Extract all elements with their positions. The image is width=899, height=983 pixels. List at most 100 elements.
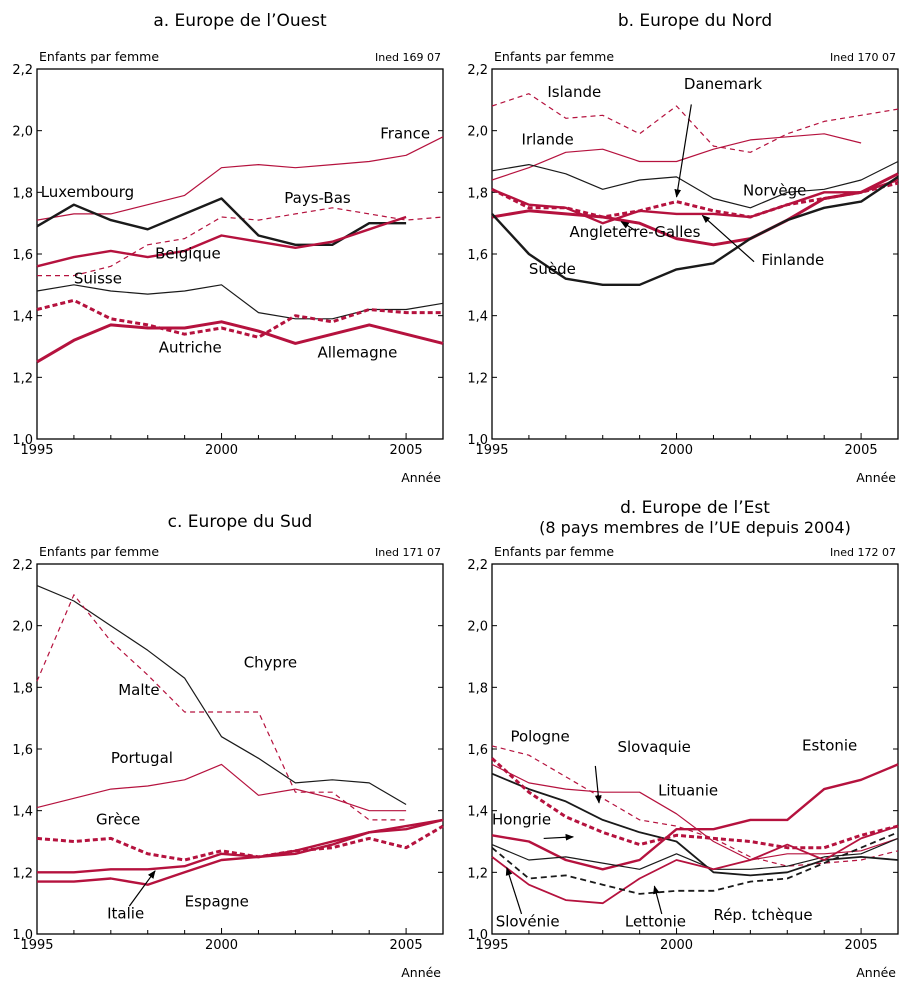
series-line-chypre	[36, 585, 407, 806]
series-line-malte	[36, 594, 407, 821]
x-tick-label: 2000	[205, 443, 238, 458]
annotation-arrow	[594, 765, 602, 804]
y-tick-label: 1,4	[12, 310, 33, 325]
series-label-luxembourg: Luxembourg	[41, 183, 135, 201]
annotation-arrow	[128, 870, 156, 907]
annotation-arrow	[653, 885, 663, 915]
x-tick-label: 1995	[475, 938, 508, 953]
y-tick-label: 1,8	[467, 186, 488, 201]
series-line-grece	[36, 824, 444, 862]
y-tick-label: 2,2	[467, 558, 488, 573]
x-tick-label: 2005	[390, 443, 423, 458]
series-label-finlande: Finlande	[761, 251, 824, 269]
series-line-italie	[37, 818, 444, 874]
x-tick-label: 1995	[20, 443, 53, 458]
source-code: Ined 171 07	[375, 546, 441, 559]
y-axis-label: Enfants par femme	[39, 544, 159, 559]
x-tick-label: 2000	[660, 938, 693, 953]
series-label-lituanie: Lituanie	[658, 781, 718, 799]
series-label-pologne: Pologne	[510, 727, 569, 745]
source-code: Ined 169 07	[375, 51, 441, 64]
chart-title: b. Europe du Nord	[618, 11, 772, 31]
series-line-angleterre-galles	[491, 172, 899, 247]
series-line-lituanie	[491, 763, 899, 861]
chart-panel-ouest: a. Europe de l’Ouest Enfants par femme Ine…	[0, 0, 445, 490]
series-label-portugal: Portugal	[111, 749, 173, 767]
chart-panel-sud: c. Europe du Sud Enfants par femme Ined 17…	[0, 495, 445, 983]
series-label-lettonie: Lettonie	[625, 912, 686, 930]
y-tick-label: 1,4	[12, 805, 33, 820]
series-label-rep-tcheque: Rép. tchèque	[713, 906, 812, 924]
series-label-autriche: Autriche	[159, 339, 222, 357]
series-line-norvege	[491, 160, 899, 209]
annotation-arrow	[674, 104, 692, 198]
y-tick-label: 1,6	[12, 248, 33, 263]
y-tick-label: 1,8	[12, 186, 33, 201]
y-tick-label: 1,0	[12, 433, 33, 448]
series-label-slovaquie: Slovaquie	[617, 738, 690, 756]
series-line-islande	[491, 93, 899, 153]
y-tick-label: 1,8	[12, 681, 33, 696]
annotation-arrow	[701, 214, 755, 263]
y-tick-label: 2,2	[467, 63, 488, 78]
series-line-suede	[491, 175, 899, 286]
series-label-france: France	[380, 124, 430, 142]
series-label-norvege: Norvège	[743, 181, 806, 199]
series-line-lettonie	[491, 825, 899, 905]
series-line-finlande	[491, 178, 899, 225]
series-line-irlande	[491, 133, 862, 181]
y-tick-label: 1,0	[12, 928, 33, 943]
y-axis-label: Enfants par femme	[494, 49, 614, 64]
x-tick-label: 1995	[20, 938, 53, 953]
series-label-grece: Grèce	[96, 811, 140, 829]
chart-title: c. Europe du Sud	[168, 512, 313, 532]
series-label-angleterre-galles: Angleterre-Galles	[570, 223, 701, 241]
series-line-belgique	[36, 215, 407, 268]
series-label-belgique: Belgique	[155, 245, 221, 263]
y-tick-label: 1,6	[12, 743, 33, 758]
series-line-rep-tcheque	[491, 831, 899, 895]
plot-frame	[491, 68, 899, 440]
series-label-malte: Malte	[118, 681, 159, 699]
y-tick-label: 1,2	[12, 371, 33, 386]
y-tick-label: 1,2	[12, 866, 33, 881]
source-code: Ined 170 07	[830, 51, 896, 64]
chart-title: d. Europe de l’Est	[620, 498, 770, 518]
y-tick-label: 1,6	[467, 248, 488, 263]
x-tick-label: 2005	[845, 938, 878, 953]
x-axis-label: Année	[856, 965, 896, 980]
chart-nord: b. Europe du Nord Enfants par femme Ined 1…	[467, 11, 899, 485]
y-tick-label: 1,0	[467, 433, 488, 448]
series-line-estonie	[491, 763, 899, 871]
series-line-luxembourg	[36, 197, 407, 246]
x-tick-label: 1995	[475, 443, 508, 458]
y-tick-label: 1,2	[467, 371, 488, 386]
series-label-islande: Islande	[547, 83, 601, 101]
y-tick-label: 2,2	[12, 558, 33, 573]
chart-sud: c. Europe du Sud Enfants par femme Ined 17…	[12, 512, 444, 980]
series-label-estonie: Estonie	[802, 737, 857, 755]
y-axis-label: Enfants par femme	[494, 544, 614, 559]
y-tick-label: 2,0	[12, 620, 33, 635]
series-label-hongrie: Hongrie	[492, 811, 551, 829]
series-line-pologne	[491, 745, 899, 867]
x-axis-label: Année	[401, 965, 441, 980]
y-tick-label: 1,4	[467, 310, 488, 325]
series-label-chypre: Chypre	[244, 653, 297, 671]
series-label-suede: Suède	[529, 260, 576, 278]
series-label-suisse: Suisse	[74, 269, 122, 287]
series-label-irlande: Irlande	[522, 131, 574, 149]
chart-ouest: a. Europe de l’Ouest Enfants par femme Ine…	[12, 11, 444, 485]
series-label-allemagne: Allemagne	[318, 343, 398, 361]
annotation-arrow	[543, 833, 575, 841]
y-axis-label: Enfants par femme	[39, 49, 159, 64]
series-line-portugal	[36, 763, 407, 812]
y-tick-label: 2,0	[12, 125, 33, 140]
chart-title: a. Europe de l’Ouest	[153, 11, 327, 31]
x-tick-label: 2005	[845, 443, 878, 458]
series-label-italie: Italie	[107, 905, 144, 923]
chart-est: d. Europe de l’Est(8 pays membres de l’U…	[467, 498, 899, 980]
x-axis-label: Année	[856, 470, 896, 485]
y-tick-label: 1,0	[467, 928, 488, 943]
series-label-espagne: Espagne	[185, 892, 249, 910]
